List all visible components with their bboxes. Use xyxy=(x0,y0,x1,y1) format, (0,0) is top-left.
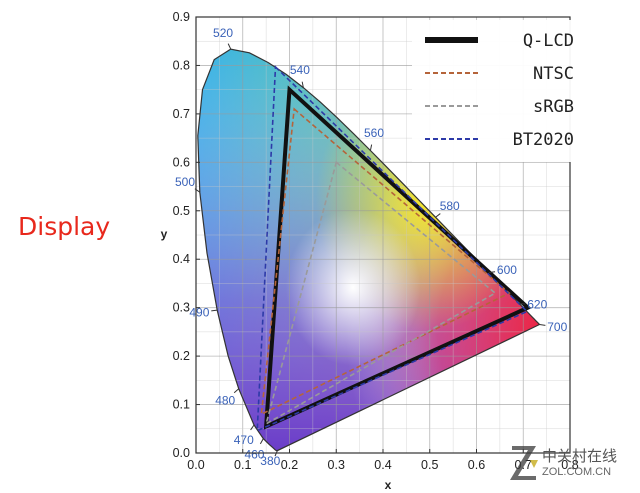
wavelength-label: 540 xyxy=(290,63,310,77)
wavelength-label: 620 xyxy=(527,298,547,312)
legend-label: sRGB xyxy=(533,97,574,117)
x-tick-label: 0.3 xyxy=(328,458,345,472)
x-tick-label: 0.2 xyxy=(281,458,298,472)
wavelength-label: 560 xyxy=(364,126,384,140)
watermark-en: ZOL.COM.CN xyxy=(542,466,612,478)
wavelength-tick xyxy=(233,388,240,394)
legend-label: Q-LCD xyxy=(523,31,574,51)
legend: Q-LCD NTSC sRGB BT2020 xyxy=(412,20,588,162)
y-tick-label: 0.2 xyxy=(173,349,190,363)
x-tick-label: 0.0 xyxy=(187,458,204,472)
y-tick-label: 0.5 xyxy=(173,204,190,218)
x-tick-label: 0.6 xyxy=(468,458,485,472)
wavelength-tick xyxy=(369,144,373,151)
x-tick-label: 0.1 xyxy=(234,458,251,472)
wavelength-tick xyxy=(259,438,264,445)
gamut-bt2020 xyxy=(256,65,529,432)
x-tick-label: 0.8 xyxy=(561,458,578,472)
legend-label: BT2020 xyxy=(513,130,574,150)
zol-logo-icon xyxy=(510,446,538,480)
wavelength-label: 600 xyxy=(497,263,517,277)
y-tick-label: 0.1 xyxy=(173,398,190,412)
gamut-triangles xyxy=(256,65,532,432)
wavelength-label: 500 xyxy=(175,175,195,189)
watermark: 中关村在线 ZOL.COM.CN xyxy=(508,440,636,488)
gamut-ntsc xyxy=(260,107,511,416)
y-axis-label: y xyxy=(161,227,168,241)
wavelength-tick xyxy=(435,213,441,218)
wavelength-label: 580 xyxy=(440,199,460,213)
y-tick-label: 0.0 xyxy=(173,446,190,460)
wavelength-label: 470 xyxy=(234,433,254,447)
x-tick-label: 0.5 xyxy=(421,458,438,472)
wavelength-tick xyxy=(250,424,255,431)
wavelength-tick xyxy=(489,271,496,274)
wavelength-label: 520 xyxy=(213,26,233,40)
spectral-locus xyxy=(197,48,541,452)
wavelength-label: 480 xyxy=(215,394,235,408)
wavelength-label: 700 xyxy=(547,320,567,334)
side-label: Display xyxy=(18,212,111,241)
wavelength-label: 460 xyxy=(244,447,264,461)
y-axis-ticks: 0.0 0.1 0.2 0.3 0.4 0.5 0.6 0.7 0.8 0.9 xyxy=(173,10,200,460)
y-tick-label: 0.3 xyxy=(173,301,190,315)
gamut-srgb xyxy=(264,160,497,426)
wavelength-label: 380 xyxy=(260,454,280,468)
legend-label: NTSC xyxy=(533,64,574,84)
y-tick-label: 0.4 xyxy=(173,252,190,266)
wavelength-tick xyxy=(539,323,546,326)
wavelength-label: 490 xyxy=(189,305,209,319)
y-tick-label: 0.8 xyxy=(173,58,190,72)
x-tick-label: 0.4 xyxy=(374,458,391,472)
watermark-cn: 中关村在线 xyxy=(542,447,618,465)
x-axis-label: x xyxy=(385,478,392,492)
wavelength-tick xyxy=(227,43,232,50)
wavelength-tick xyxy=(211,309,218,312)
y-tick-label: 0.6 xyxy=(173,155,190,169)
wavelength-tick xyxy=(301,81,304,88)
y-tick-label: 0.9 xyxy=(173,10,190,24)
y-tick-label: 0.7 xyxy=(173,107,190,121)
